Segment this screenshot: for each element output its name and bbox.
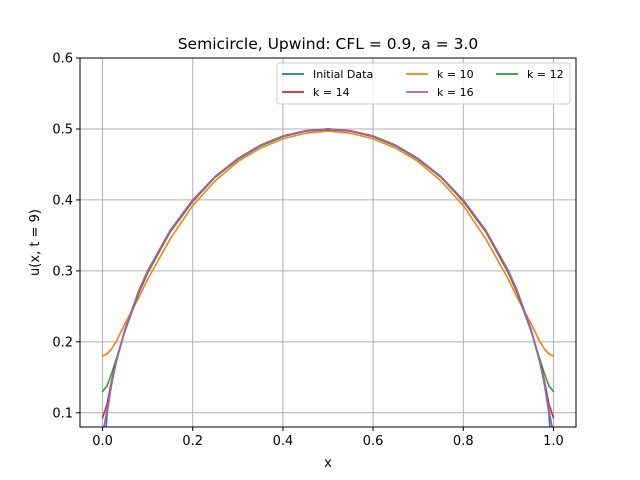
x-axis-label: x bbox=[324, 456, 332, 471]
plot-frame bbox=[79, 57, 577, 428]
axis-ticks: 0.0 0.2 0.4 0.6 0.8 1.0 0.1 0.2 0.3 0.4 0.5 0.6 bbox=[52, 52, 563, 450]
x-tick-label: 0.4 bbox=[273, 434, 294, 449]
legend-label: k = 10 bbox=[437, 68, 474, 81]
y-tick-label: 0.6 bbox=[52, 52, 73, 67]
plot-lines bbox=[101, 128, 555, 427]
legend-label: Initial Data bbox=[313, 68, 373, 81]
x-tick-label: 0.8 bbox=[453, 434, 474, 449]
y-tick-label: 0.3 bbox=[52, 264, 73, 279]
y-tick-label: 0.2 bbox=[52, 335, 73, 350]
y-tick-label: 0.1 bbox=[52, 406, 73, 421]
legend-label: k = 12 bbox=[527, 68, 564, 81]
y-axis-label: u(x, t = 9) bbox=[28, 209, 43, 276]
x-tick-label: 1.0 bbox=[543, 434, 564, 449]
x-tick-label: 0.6 bbox=[363, 434, 384, 449]
legend-label: k = 16 bbox=[437, 86, 474, 99]
legend: Initial Data k = 10 k = 12 k = 14 k = 16 bbox=[276, 62, 571, 105]
x-tick-label: 0.0 bbox=[92, 434, 113, 449]
series-line-5 bbox=[103, 128, 553, 427]
y-tick-label: 0.4 bbox=[52, 193, 73, 208]
chart-title: Semicircle, Upwind: CFL = 0.9, a = 3.0 bbox=[178, 35, 479, 53]
y-tick-label: 0.5 bbox=[52, 122, 73, 137]
x-tick-label: 0.2 bbox=[182, 434, 203, 449]
legend-label: k = 14 bbox=[313, 86, 350, 99]
